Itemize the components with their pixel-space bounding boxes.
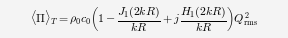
Text: $\langle \Pi \rangle_T = \rho_0 c_0 \left(1 - \dfrac{J_1(2kR)}{kR} + j\,\dfrac{H: $\langle \Pi \rangle_T = \rho_0 c_0 \lef… <box>30 4 258 34</box>
